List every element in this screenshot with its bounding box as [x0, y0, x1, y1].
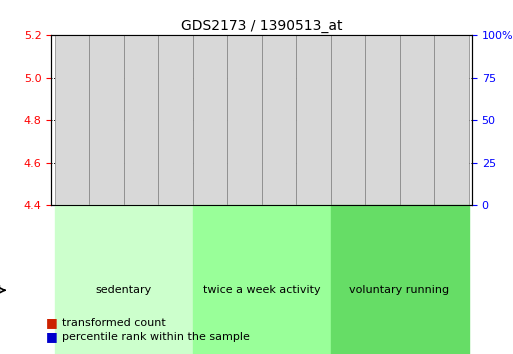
Text: ■: ■: [46, 330, 58, 343]
Point: [412, 148, 421, 154]
FancyBboxPatch shape: [227, 35, 262, 205]
Bar: [132, 86, 150, 205]
Title: GDS2173 / 1390513_at: GDS2173 / 1390513_at: [181, 19, 342, 33]
Text: twice a week activity: twice a week activity: [203, 285, 321, 295]
Bar: [236, 86, 253, 205]
Text: sedentary: sedentary: [95, 285, 152, 295]
Bar: [443, 133, 460, 205]
FancyBboxPatch shape: [296, 35, 330, 205]
Text: percentile rank within the sample: percentile rank within the sample: [62, 332, 249, 342]
FancyBboxPatch shape: [365, 35, 400, 205]
FancyBboxPatch shape: [434, 35, 468, 205]
Point: [171, 139, 180, 145]
Bar: [330, 205, 468, 354]
Text: transformed count: transformed count: [62, 318, 165, 328]
Point: [378, 150, 386, 155]
Bar: [201, 120, 219, 205]
FancyBboxPatch shape: [55, 35, 89, 205]
FancyBboxPatch shape: [89, 35, 124, 205]
Bar: [373, 144, 391, 205]
Point: [309, 136, 318, 142]
FancyBboxPatch shape: [330, 35, 365, 205]
Bar: [270, 190, 287, 205]
Point: [103, 138, 111, 144]
Bar: [64, 65, 81, 205]
Point: [137, 141, 145, 147]
Text: protocol: protocol: [0, 285, 1, 295]
Point: [68, 135, 76, 140]
Point: [240, 139, 248, 145]
Point: [275, 152, 283, 157]
FancyBboxPatch shape: [262, 35, 296, 205]
Point: [344, 143, 352, 149]
Bar: [55, 205, 193, 354]
FancyBboxPatch shape: [158, 35, 193, 205]
Bar: [408, 171, 425, 205]
FancyBboxPatch shape: [400, 35, 434, 205]
Bar: [167, 57, 184, 205]
Text: voluntary running: voluntary running: [349, 285, 449, 295]
FancyBboxPatch shape: [193, 35, 227, 205]
Point: [206, 136, 214, 142]
Bar: [193, 205, 330, 354]
Point: [447, 139, 456, 145]
Bar: [305, 91, 322, 205]
Bar: [339, 120, 357, 205]
Bar: [98, 55, 115, 205]
FancyBboxPatch shape: [124, 35, 158, 205]
Text: ■: ■: [46, 316, 58, 329]
